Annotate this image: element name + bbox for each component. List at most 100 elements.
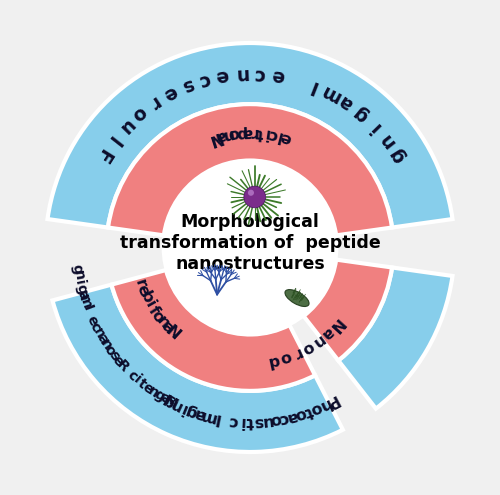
Text: c: c xyxy=(196,69,212,90)
Wedge shape xyxy=(48,43,452,228)
Text: g: g xyxy=(160,392,177,410)
Text: n: n xyxy=(97,337,114,352)
Text: i: i xyxy=(142,297,158,310)
Text: I: I xyxy=(80,303,94,313)
Text: a: a xyxy=(241,125,252,140)
Text: i: i xyxy=(178,400,189,416)
Text: a: a xyxy=(214,128,228,145)
Text: g: g xyxy=(70,263,85,274)
Text: I: I xyxy=(212,410,220,426)
Text: a: a xyxy=(192,405,207,423)
Text: N: N xyxy=(206,129,223,147)
Wedge shape xyxy=(304,259,392,360)
Text: n: n xyxy=(234,64,248,84)
Text: r: r xyxy=(144,92,163,113)
Text: o: o xyxy=(299,338,316,356)
Text: m: m xyxy=(317,80,344,106)
Circle shape xyxy=(163,160,337,335)
Text: g: g xyxy=(152,387,167,404)
Text: e: e xyxy=(140,380,156,397)
Text: e: e xyxy=(134,282,152,298)
Text: m: m xyxy=(76,293,94,311)
Text: e: e xyxy=(84,313,100,328)
Text: r: r xyxy=(290,344,304,361)
Text: c: c xyxy=(278,410,290,426)
Text: i: i xyxy=(72,279,87,286)
Text: b: b xyxy=(137,289,156,305)
Text: r: r xyxy=(249,125,258,140)
Text: n: n xyxy=(308,331,327,350)
Text: n: n xyxy=(153,313,172,332)
Text: o: o xyxy=(308,399,324,417)
Text: o: o xyxy=(293,405,308,423)
Text: c: c xyxy=(266,126,279,143)
Text: N: N xyxy=(163,323,183,343)
Text: c: c xyxy=(124,367,140,383)
Text: n: n xyxy=(90,325,107,341)
Text: N: N xyxy=(326,314,345,335)
Text: c: c xyxy=(253,64,266,84)
Circle shape xyxy=(248,190,254,196)
Text: o: o xyxy=(269,411,282,428)
Text: o: o xyxy=(148,307,167,325)
Wedge shape xyxy=(112,270,315,391)
Text: s: s xyxy=(106,348,122,363)
Text: M: M xyxy=(162,393,180,412)
Text: i: i xyxy=(366,117,384,135)
Text: n: n xyxy=(220,126,234,143)
Text: t: t xyxy=(246,414,254,429)
Text: g: g xyxy=(350,102,372,125)
Text: g: g xyxy=(184,402,200,420)
Text: m: m xyxy=(198,407,218,426)
Text: r: r xyxy=(132,277,149,289)
Text: g: g xyxy=(386,145,409,166)
Text: o: o xyxy=(278,348,293,366)
Text: i: i xyxy=(238,414,244,429)
Text: a: a xyxy=(158,391,172,408)
Text: f: f xyxy=(145,303,162,317)
Text: c: c xyxy=(87,320,104,334)
Text: e: e xyxy=(110,352,126,369)
Text: o: o xyxy=(101,342,118,358)
Text: p: p xyxy=(234,125,246,141)
Text: a: a xyxy=(158,319,176,337)
Text: u: u xyxy=(114,115,137,138)
Text: R: R xyxy=(114,357,131,375)
Text: F: F xyxy=(91,145,114,166)
Text: I: I xyxy=(306,75,320,96)
Text: i: i xyxy=(131,373,143,387)
Text: g: g xyxy=(73,282,89,295)
Text: l: l xyxy=(274,128,284,144)
Text: t: t xyxy=(256,125,264,141)
Text: a: a xyxy=(74,289,91,302)
Text: n: n xyxy=(146,384,162,401)
Wedge shape xyxy=(108,104,392,236)
Text: d: d xyxy=(267,351,281,369)
Text: P: P xyxy=(323,392,340,410)
Wedge shape xyxy=(338,267,452,409)
Text: c: c xyxy=(228,413,238,429)
Text: n: n xyxy=(70,269,86,282)
Text: s: s xyxy=(178,75,196,97)
Text: t: t xyxy=(136,377,149,392)
Text: u: u xyxy=(260,413,274,429)
Text: a: a xyxy=(94,331,110,346)
Text: e: e xyxy=(270,65,285,86)
Wedge shape xyxy=(52,285,343,452)
Text: a: a xyxy=(336,91,356,114)
Text: o: o xyxy=(227,125,240,142)
Ellipse shape xyxy=(285,290,309,306)
Text: t: t xyxy=(302,403,314,420)
Text: l: l xyxy=(104,132,122,148)
Text: n: n xyxy=(168,396,184,414)
Text: o: o xyxy=(128,102,150,125)
Text: n: n xyxy=(376,129,398,151)
Text: e: e xyxy=(160,82,180,104)
Text: Morphological
transformation of  peptide
nanostructures: Morphological transformation of peptide … xyxy=(120,213,380,273)
Text: h: h xyxy=(316,396,332,414)
Text: s: s xyxy=(254,413,264,429)
Text: e: e xyxy=(214,65,230,86)
Circle shape xyxy=(244,186,266,208)
Text: a: a xyxy=(285,408,299,425)
Text: a: a xyxy=(318,324,336,342)
